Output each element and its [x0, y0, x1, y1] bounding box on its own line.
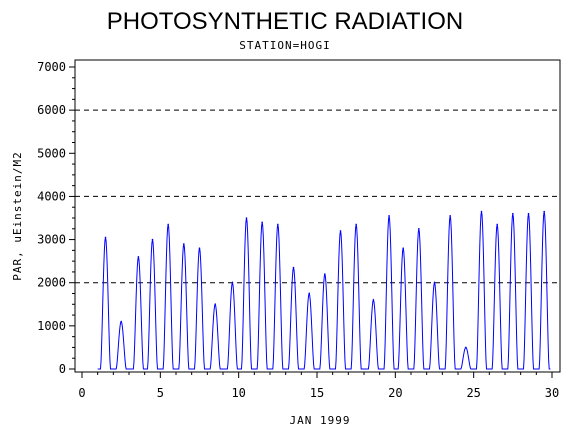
x-axis-label: JAN 1999	[290, 414, 351, 427]
y-tick-label: 6000	[37, 103, 66, 117]
plot-frame	[74, 59, 561, 373]
reference-lines	[75, 109, 560, 284]
daily-peak-point	[245, 217, 248, 219]
daily-peak-point	[372, 299, 375, 301]
y-tick-label: 1000	[37, 319, 66, 333]
daily-peak-point	[527, 212, 530, 215]
y-tick-label: 5000	[37, 146, 66, 160]
daily-peak-point	[433, 281, 436, 284]
daily-peak-point	[183, 243, 185, 245]
y-tick-label: 3000	[37, 233, 66, 247]
x-tick-label: 30	[545, 386, 559, 400]
daily-peak-point	[151, 238, 154, 241]
daily-peak-point	[137, 256, 140, 258]
chart-title: PHOTOSYNTHETIC RADIATION	[107, 8, 463, 35]
y-tick-label: 7000	[37, 60, 66, 74]
y-tick-label: 0	[59, 362, 66, 376]
daily-peak-point	[292, 266, 295, 269]
x-tick-label: 15	[310, 386, 324, 400]
daily-peak-point	[449, 215, 451, 217]
x-tick-label: 20	[388, 386, 402, 400]
daily-peak-point	[104, 236, 107, 239]
y-axis-label: PAR, uEinstein/M2	[11, 151, 24, 281]
daily-peak-point	[480, 210, 483, 213]
x-tick-label: 10	[231, 386, 245, 400]
series-group	[97, 210, 551, 370]
daily-peak-point	[231, 281, 234, 284]
chart-subtitle: STATION=HOGI	[239, 39, 330, 52]
x-tick-label: 0	[78, 386, 85, 400]
x-tick-label: 5	[157, 386, 164, 400]
daily-peak-point	[167, 223, 169, 226]
daily-peak-point	[198, 247, 201, 249]
par-series-line	[97, 211, 551, 370]
y-axis: 0 1000 2000 3000 4000 5000 6000 7000	[37, 60, 75, 376]
daily-peak-point	[496, 223, 498, 226]
daily-peak-point	[465, 346, 467, 349]
daily-peak-point	[418, 227, 420, 230]
daily-peak-point	[261, 221, 263, 224]
daily-peak-point	[339, 230, 342, 232]
daily-peak-point	[214, 303, 216, 306]
daily-peak-point	[355, 223, 357, 226]
daily-peak-point	[277, 223, 279, 226]
x-tick-label: 25	[466, 386, 480, 400]
daily-peak-point	[512, 212, 514, 215]
y-tick-label: 2000	[37, 276, 66, 290]
daily-peak-point	[324, 273, 326, 275]
daily-peak-point	[308, 292, 310, 295]
y-tick-label: 4000	[37, 189, 66, 203]
daily-peak-point	[402, 247, 404, 249]
daily-peak-point	[543, 210, 545, 213]
daily-peak-point	[388, 215, 390, 217]
x-axis: 0 5 10 15 20 25 30	[78, 372, 559, 400]
daily-peak-point	[120, 320, 122, 323]
